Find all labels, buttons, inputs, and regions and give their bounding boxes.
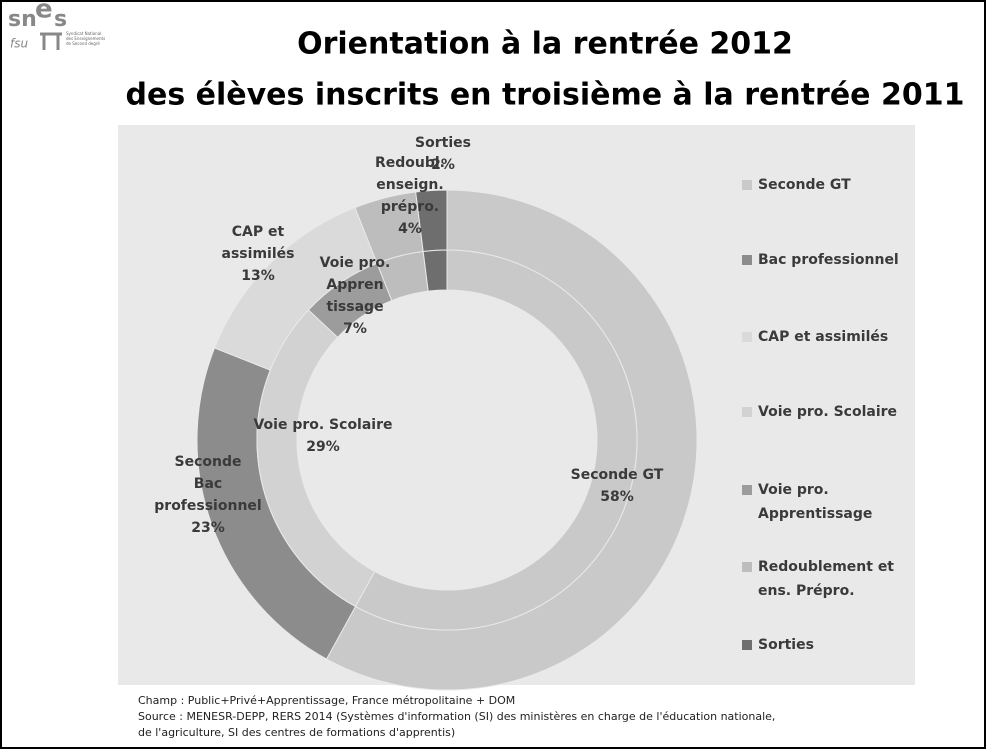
legend-swatch <box>742 485 752 495</box>
data-label: Seconde <box>175 454 242 470</box>
chart-title: des élèves inscrits en troisième à la re… <box>126 78 965 113</box>
legend-label: Apprentissage <box>758 506 872 522</box>
value-label: 58% <box>600 489 634 505</box>
data-label: professionnel <box>154 498 261 514</box>
donut-segment <box>422 249 448 292</box>
legend-label: Bac professionnel <box>758 252 899 268</box>
value-label: 29% <box>306 439 340 455</box>
data-label: Appren <box>326 277 383 293</box>
note: de l'agriculture, SI des centres de form… <box>138 726 455 739</box>
data-label: Sorties <box>415 135 471 151</box>
legend-swatch <box>742 180 752 190</box>
logo-tagline: Syndicat National <box>66 31 101 36</box>
legend-swatch <box>742 407 752 417</box>
logo-mark: sn <box>8 7 37 32</box>
value-label: 7% <box>343 321 367 337</box>
logo-icon <box>40 32 62 50</box>
logo-mark: s <box>54 7 67 32</box>
value-label: 2% <box>431 157 455 173</box>
legend-label: Redoublement et <box>758 559 894 575</box>
data-label: Voie pro. <box>320 255 391 271</box>
data-label: Voie pro. Scolaire <box>253 417 392 433</box>
legend-label: Seconde GT <box>758 177 851 193</box>
logo: sn e s fsu Syndicat National des Enseign… <box>8 0 105 51</box>
data-label: assimilés <box>222 246 295 262</box>
legend-swatch <box>742 255 752 265</box>
data-label: enseign. <box>376 177 443 193</box>
chart-title: Orientation à la rentrée 2012 <box>297 27 793 62</box>
legend-swatch <box>742 562 752 572</box>
legend-label: Sorties <box>758 637 814 653</box>
data-label: CAP et <box>232 224 285 240</box>
data-label: Redoubl. <box>375 155 445 171</box>
data-label: Bac <box>194 476 222 492</box>
logo-tagline: de Second degré <box>66 41 100 46</box>
logo-sub: fsu <box>10 37 28 51</box>
note: Source : MENESR-DEPP, RERS 2014 (Système… <box>138 710 775 723</box>
data-label: Seconde GT <box>571 467 664 483</box>
data-label: prépro. <box>381 199 439 215</box>
legend-label: ens. Prépro. <box>758 583 855 599</box>
legend-swatch <box>742 332 752 342</box>
legend-label: Voie pro. <box>758 482 829 498</box>
data-label: tissage <box>326 299 383 315</box>
value-label: 4% <box>398 221 422 237</box>
legend-label: CAP et assimilés <box>758 329 888 345</box>
value-label: 23% <box>191 520 225 536</box>
note: Champ : Public+Privé+Apprentissage, Fran… <box>138 694 515 707</box>
logo-tagline: des Enseignements <box>66 36 105 41</box>
legend-swatch <box>742 640 752 650</box>
value-label: 13% <box>241 268 275 284</box>
logo-mark: e <box>35 0 53 25</box>
donut-segment <box>354 249 638 631</box>
legend-label: Voie pro. Scolaire <box>758 404 897 420</box>
